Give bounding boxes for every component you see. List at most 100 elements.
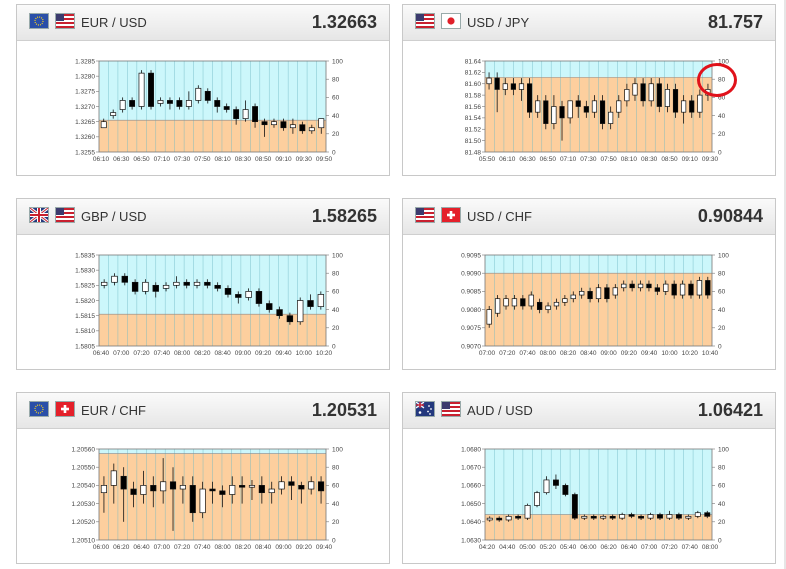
right-tick-label: 20 (718, 519, 726, 526)
flag-us-icon (55, 13, 75, 29)
x-tick-label: 08:30 (641, 156, 658, 163)
candle-body (621, 283, 627, 289)
x-tick-label: 05:40 (560, 544, 577, 551)
candle-body (567, 100, 573, 119)
candle-body (214, 100, 221, 107)
x-tick-label: 06:10 (93, 156, 110, 163)
annotation-circle (697, 63, 737, 97)
y-tick-label: 1.5820 (75, 298, 95, 305)
right-tick-label: 100 (332, 252, 343, 259)
candle-body (242, 109, 249, 119)
x-tick-label: 07:00 (641, 544, 658, 551)
candle-body (308, 481, 315, 490)
x-tick-label: 08:00 (702, 544, 719, 551)
plot-frame (484, 254, 713, 347)
right-tick-label: 60 (718, 289, 726, 296)
candle-body (591, 100, 598, 113)
x-tick-label: 07:00 (154, 544, 171, 551)
x-tick-label: 07:40 (682, 544, 699, 551)
candle-body (562, 298, 568, 303)
candle-body (297, 300, 304, 323)
candle-body (110, 112, 117, 116)
x-tick-label: 07:40 (154, 350, 171, 357)
x-tick-label: 06:50 (133, 156, 150, 163)
candle-body (280, 121, 287, 129)
candle-body (543, 100, 549, 124)
y-tick-label: 81.50 (465, 138, 482, 145)
x-tick-label: 07:50 (600, 156, 617, 163)
candle-body (199, 488, 206, 514)
candle-body (505, 515, 512, 521)
x-tick-label: 06:40 (621, 544, 638, 551)
candle-body (562, 485, 569, 495)
candle-body (214, 284, 221, 289)
right-tick-label: 0 (718, 343, 722, 350)
x-tick-label: 09:00 (235, 350, 252, 357)
y-tick-label: 1.20530 (72, 501, 96, 508)
candle-body (278, 481, 285, 490)
panel-header: USD / JPY 81.757 (403, 5, 775, 41)
candle-body (229, 485, 236, 495)
candle-body (600, 515, 607, 519)
candle-body (255, 291, 263, 304)
x-tick-label: 07:40 (194, 544, 211, 551)
y-tick-label: 1.20540 (72, 483, 96, 490)
pair-label: GBP / USD (81, 209, 147, 224)
right-tick-label: 60 (332, 289, 340, 296)
right-tick-label: 80 (332, 271, 340, 278)
candle-body (664, 89, 670, 107)
candle-body (179, 485, 186, 490)
flag-ch-icon (55, 401, 75, 417)
y-tick-label: 0.9085 (461, 289, 481, 296)
x-tick-label: 06:50 (540, 156, 557, 163)
x-tick-label: 08:30 (235, 156, 252, 163)
x-tick-label: 07:30 (174, 156, 191, 163)
right-tick-label: 40 (718, 113, 726, 120)
candle-body (111, 275, 118, 283)
candle-body (671, 283, 677, 296)
candle-body (261, 121, 268, 126)
candle-body (157, 100, 164, 104)
y-tick-label: 1.5835 (75, 252, 95, 259)
candle-body (619, 514, 626, 519)
candle-body (195, 87, 202, 101)
y-tick-label: 1.5815 (75, 313, 95, 320)
candle-body (705, 280, 711, 296)
x-tick-label: 05:20 (540, 544, 557, 551)
y-tick-label: 1.5810 (75, 328, 95, 335)
right-tick-label: 80 (718, 465, 726, 472)
y-tick-label: 1.3265 (75, 119, 95, 126)
x-tick-label: 07:20 (133, 350, 150, 357)
candle-body (219, 490, 226, 495)
candle-body (183, 281, 190, 286)
candle-body (575, 100, 581, 107)
right-tick-label: 20 (718, 131, 726, 138)
candle-body (150, 485, 157, 492)
x-tick-label: 07:00 (113, 350, 130, 357)
candle-body (288, 481, 295, 486)
right-tick-label: 60 (332, 95, 340, 102)
panel-header: GBP / USD 1.58265 (17, 199, 389, 235)
candle-body (552, 479, 559, 486)
flag-us-icon (55, 207, 75, 223)
flag-us-icon (415, 207, 435, 223)
candle-body (612, 287, 618, 296)
flag-eu-icon (29, 13, 49, 29)
candle-body (595, 287, 602, 300)
y-tick-label: 1.20550 (72, 465, 96, 472)
candle-body (299, 124, 306, 132)
candle-body (100, 485, 107, 494)
y-tick-label: 1.5825 (75, 283, 95, 290)
right-tick-label: 0 (718, 537, 722, 544)
flag-us-icon (415, 13, 435, 29)
x-tick-label: 10:00 (661, 350, 678, 357)
x-tick-label: 08:20 (560, 350, 577, 357)
candle-body (268, 488, 275, 494)
x-tick-label: 09:40 (641, 350, 658, 357)
panel-header: EUR / CHF 1.20531 (17, 393, 389, 429)
y-tick-label: 81.62 (465, 70, 482, 77)
x-tick-label: 04:40 (499, 544, 516, 551)
pair-label: EUR / USD (81, 15, 147, 30)
x-tick-label: 08:10 (621, 156, 638, 163)
x-tick-label: 07:40 (519, 350, 536, 357)
